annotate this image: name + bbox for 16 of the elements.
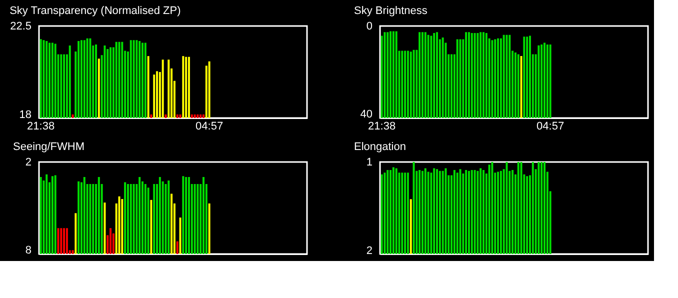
- y-tick-label: 2: [25, 156, 32, 168]
- x-tick-label: 04:57: [196, 120, 224, 132]
- chart-title: Sky Transparency (Normalised ZP): [10, 5, 181, 17]
- y-tick-label: 1: [366, 156, 372, 168]
- y-tick-label: 22.5: [10, 20, 32, 32]
- x-tick-label: 21:38: [368, 120, 396, 132]
- y-tick-label: 0: [366, 20, 372, 32]
- y-tick-label: 40: [360, 108, 372, 121]
- y-tick-label: 8: [25, 244, 32, 257]
- y-tick-label: 2: [366, 244, 372, 257]
- chart-title: Elongation: [354, 141, 406, 153]
- chart-title: Seeing/FWHM: [13, 141, 85, 153]
- x-tick-label: 21:38: [27, 120, 55, 132]
- x-tick-label: 04:57: [536, 120, 564, 132]
- y-tick-label: 18: [19, 108, 32, 121]
- chart-title: Sky Brightness: [354, 5, 428, 17]
